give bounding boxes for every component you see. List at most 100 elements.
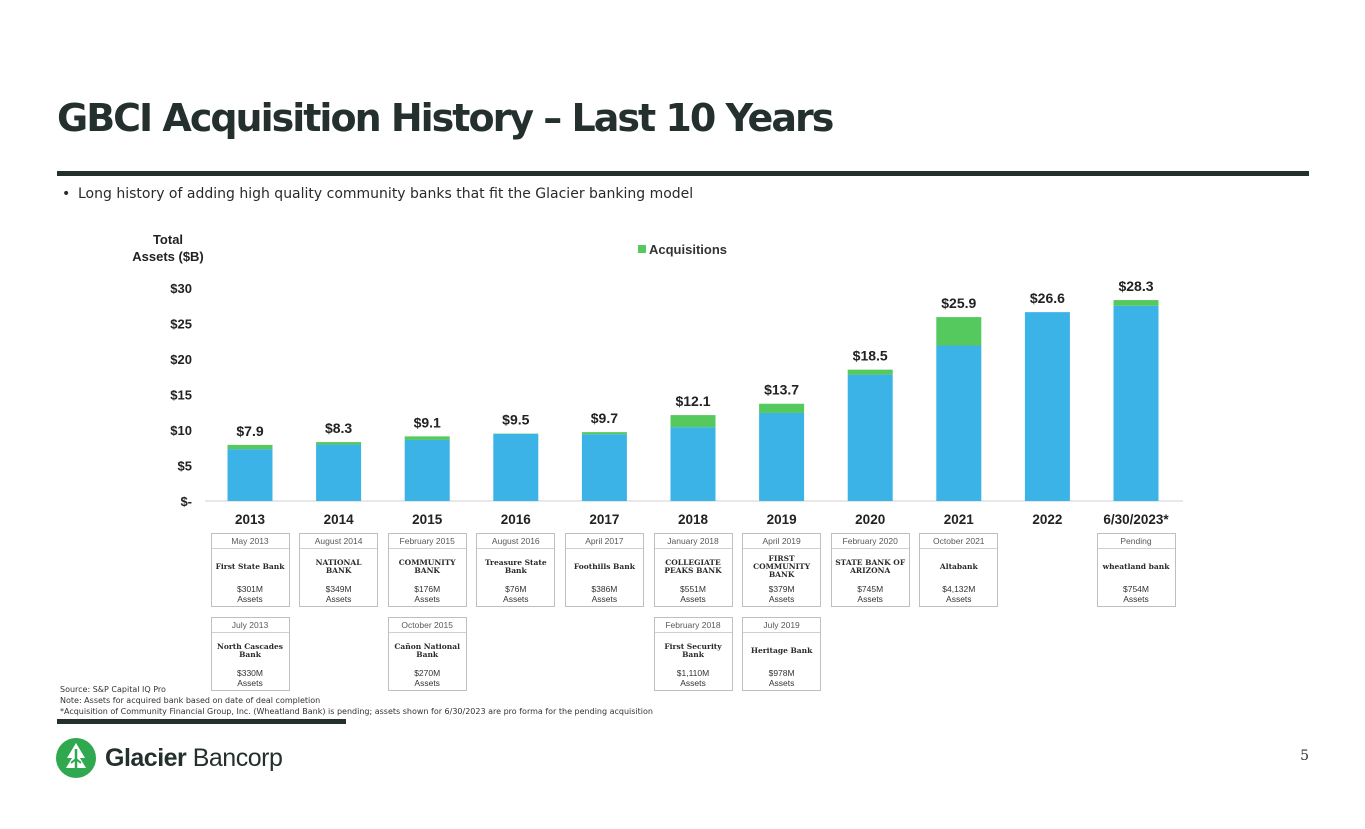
- acquisition-card: February 2018 First Security Bank $1,110M A…: [653, 617, 733, 691]
- bank-logo: Heritage Bank: [750, 645, 813, 655]
- acquisition-date: February 2020: [831, 534, 909, 549]
- footnote-pending: *Acquisition of Community Financial Grou…: [60, 707, 653, 716]
- acquisition-card: August 2014 NATIONAL BANK $349M Assets: [299, 533, 379, 607]
- acquired-assets: $301M Assets: [212, 584, 289, 604]
- y-tick-label: $25: [170, 317, 192, 332]
- acquired-assets: $176M Assets: [389, 584, 466, 604]
- acquired-assets-label: Assets: [857, 594, 883, 604]
- acquired-assets: $745M Assets: [832, 584, 909, 604]
- bar-base-assets: [759, 412, 805, 501]
- acquired-assets-value: $4,132M: [942, 584, 976, 594]
- y-tick-label: $20: [170, 352, 192, 367]
- acquisition-date: August 2016: [477, 534, 555, 549]
- acquisition-card: August 2016 Treasure State Bank $76M Assets: [476, 533, 556, 607]
- bar-base-assets: [493, 433, 539, 501]
- acquired-assets-value: $386M: [591, 584, 618, 594]
- x-tick-label: 2013: [235, 512, 266, 527]
- bar-total-label: $9.5: [502, 412, 529, 428]
- bank-logo: FIRST COMMUNITY BANK: [753, 553, 811, 579]
- x-tick-label: 2022: [1032, 512, 1062, 527]
- bank-logo: NATIONAL BANK: [315, 557, 362, 575]
- bar-total-label: $8.3: [325, 420, 352, 436]
- bar-total-label: $13.7: [764, 382, 799, 398]
- bar-base-assets: [1113, 305, 1159, 501]
- y-tick-label: $-: [180, 494, 192, 509]
- acquisition-date: February 2015: [388, 534, 466, 549]
- bank-logo: COLLEGIATE PEAKS BANK: [664, 557, 722, 575]
- footnotes: Source: S&P Capital IQ Pro Note: Assets …: [60, 684, 653, 717]
- acquired-assets-value: $349M: [325, 584, 352, 594]
- acquisition-card: April 2017 Foothills Bank $386M Assets: [564, 533, 644, 607]
- acquisition-date: August 2014: [300, 534, 378, 549]
- y-tick-label: $5: [178, 459, 192, 474]
- y-axis-label-line-2: Assets ($B): [132, 249, 204, 264]
- acquisition-card: May 2013 First State Bank $301M Assets: [210, 533, 290, 607]
- bar-total-label: $9.7: [591, 410, 618, 426]
- acquired-assets-label: Assets: [503, 594, 529, 604]
- bar-base-assets: [936, 345, 982, 501]
- acquired-assets: $76M Assets: [477, 584, 554, 604]
- bank-logo: Cañon National Bank: [394, 641, 460, 659]
- acquired-assets: $330M Assets: [212, 668, 289, 688]
- y-tick-label: $15: [170, 388, 192, 403]
- acquisition-card: February 2015 COMMUNITY BANK $176M Assets: [387, 533, 467, 607]
- acquisition-card: January 2018 COLLEGIATE PEAKS BANK $551M As…: [653, 533, 733, 607]
- acquired-assets-label: Assets: [237, 678, 263, 688]
- legend-swatch-acquisitions: [638, 245, 646, 253]
- footer-divider: [57, 719, 346, 724]
- bank-logo: COMMUNITY BANK: [398, 557, 456, 575]
- bullet-dot: •: [62, 186, 71, 202]
- x-tick-label: 2017: [589, 512, 619, 527]
- acquired-assets: $978M Assets: [743, 668, 820, 688]
- bar-total-label: $26.6: [1030, 290, 1065, 306]
- bank-logo: Foothills Bank: [573, 561, 635, 571]
- acquired-assets: $4,132M Assets: [920, 584, 997, 604]
- page-title: GBCI Acquisition History – Last 10 Years: [57, 96, 834, 140]
- bar-acquisitions: [581, 432, 627, 435]
- acquired-assets-value: $76M: [505, 584, 527, 594]
- brand-logo: Glacier Bancorp: [55, 736, 283, 780]
- bar-base-assets: [227, 449, 273, 501]
- bank-logo: North Cascades Bank: [216, 641, 284, 659]
- bar-acquisitions: [316, 442, 362, 445]
- intro-bullet-text: Long history of adding high quality comm…: [78, 186, 694, 202]
- acquired-assets: $551M Assets: [655, 584, 732, 604]
- bar-total-label: $9.1: [414, 414, 441, 430]
- x-tick-label: 2019: [767, 512, 797, 527]
- acquired-assets-label: Assets: [768, 594, 795, 604]
- bar-acquisitions: [1113, 300, 1159, 306]
- brand-name-bold: Glacier: [105, 743, 187, 772]
- acquisition-card: Pending wheatland bank $754M Assets: [1096, 533, 1176, 607]
- acquired-assets-label: Assets: [768, 678, 795, 688]
- acquired-assets-value: $978M: [768, 668, 795, 678]
- acquired-assets: $379M Assets: [743, 584, 820, 604]
- x-tick-label: 2016: [501, 512, 532, 527]
- legend-label-acquisitions: Acquisitions: [649, 242, 727, 257]
- acquired-assets-value: $551M: [680, 584, 706, 594]
- page-number: 5: [1300, 748, 1309, 764]
- bar-base-assets: [316, 444, 362, 501]
- acquisition-date: May 2013: [211, 534, 289, 549]
- y-tick-label: $30: [170, 281, 192, 296]
- brand-name-light: Bancorp: [186, 743, 283, 772]
- acquisition-date: April 2019: [743, 534, 821, 549]
- acquisition-card: April 2019 FIRST COMMUNITY BANK $379M Asset…: [742, 533, 822, 607]
- acquired-assets-value: $270M: [414, 668, 441, 678]
- bar-acquisitions: [670, 415, 716, 428]
- acquired-assets: $1,110M Assets: [655, 668, 732, 688]
- acquisition-date: July 2013: [211, 618, 289, 633]
- acquisition-date: July 2019: [743, 618, 821, 633]
- bar-total-label: $25.9: [941, 295, 976, 311]
- bar-base-assets: [581, 434, 627, 501]
- y-tick-label: $10: [170, 423, 192, 438]
- acquisition-date: January 2018: [654, 534, 732, 549]
- bar-base-assets: [670, 427, 716, 501]
- bar-acquisitions: [936, 317, 982, 346]
- acquired-assets-value: $301M: [237, 584, 263, 594]
- acquired-assets-label: Assets: [325, 594, 352, 604]
- acquired-assets-value: $745M: [857, 584, 884, 594]
- bar-acquisitions: [227, 444, 273, 450]
- x-tick-label: 2015: [412, 512, 443, 527]
- bank-logo: Treasure State Bank: [484, 557, 547, 575]
